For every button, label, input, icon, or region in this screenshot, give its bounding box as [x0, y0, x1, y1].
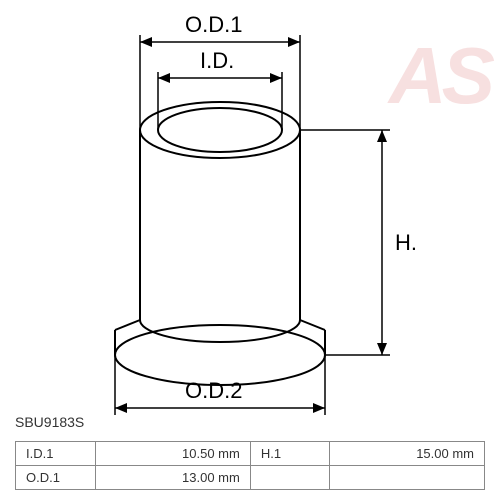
label-od2: O.D.2 [185, 378, 242, 404]
table-row: I.D.1 10.50 mm H.1 15.00 mm [16, 442, 485, 466]
spec-value: 10.50 mm [95, 442, 250, 466]
spec-table: I.D.1 10.50 mm H.1 15.00 mm O.D.1 13.00 … [15, 441, 485, 490]
bushing-diagram: O.D.1 I.D. H. O.D.2 [60, 20, 440, 420]
spec-value: 13.00 mm [95, 466, 250, 490]
spec-label: O.D.1 [16, 466, 96, 490]
spec-label: H.1 [250, 442, 329, 466]
label-od1: O.D.1 [185, 12, 242, 38]
spec-label [250, 466, 329, 490]
spec-value: 15.00 mm [329, 442, 484, 466]
spec-label: I.D.1 [16, 442, 96, 466]
label-h: H. [395, 230, 417, 256]
spec-value [329, 466, 484, 490]
table-row: O.D.1 13.00 mm [16, 466, 485, 490]
label-id: I.D. [200, 48, 234, 74]
